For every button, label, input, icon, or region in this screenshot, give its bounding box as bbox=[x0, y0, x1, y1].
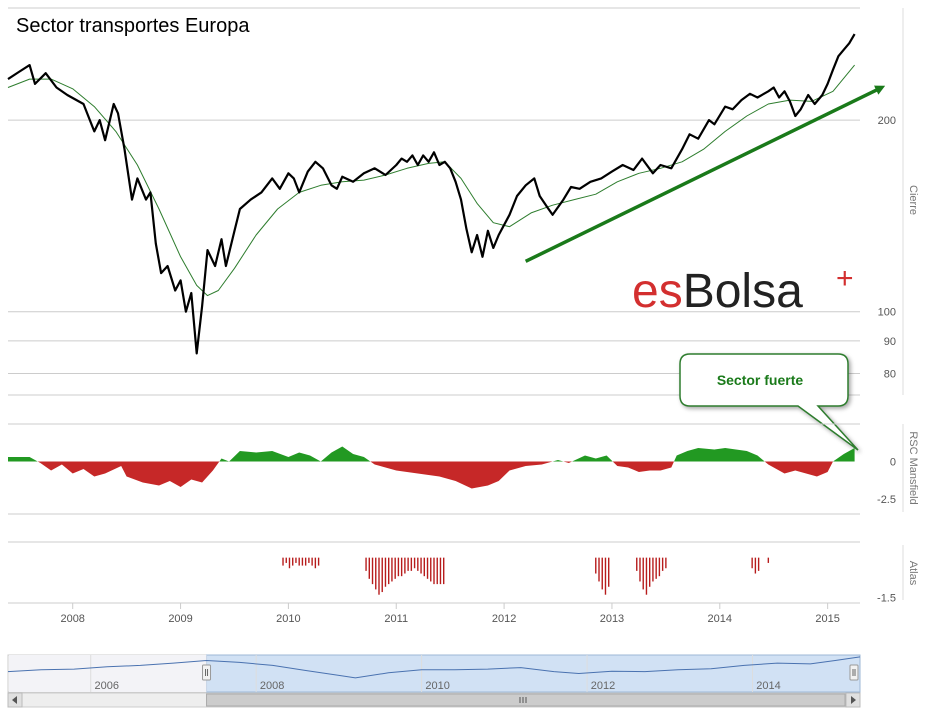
scrollbar-left-arrow-icon bbox=[12, 696, 17, 704]
navigator-label: 2012 bbox=[591, 680, 615, 692]
atlas-bar-series bbox=[282, 557, 770, 595]
navigator-right-handle[interactable] bbox=[849, 664, 859, 681]
rsc-negative-area bbox=[8, 461, 855, 489]
price-y-axis-title: Cierre bbox=[907, 185, 919, 215]
x-axis-tick-label: 2014 bbox=[708, 613, 732, 625]
callout-text: Sector fuerte bbox=[717, 372, 804, 388]
price-y-tick-label: 80 bbox=[884, 368, 896, 380]
esbolsa-logo: esBolsa + bbox=[632, 262, 854, 318]
trend-arrow bbox=[524, 85, 886, 263]
price-y-tick-label: 90 bbox=[884, 336, 896, 348]
brand-bolsa: Bolsa bbox=[683, 265, 803, 318]
navigator-unselected-range bbox=[9, 655, 207, 692]
scrollbar[interactable] bbox=[7, 692, 861, 708]
navigator-series-line bbox=[7, 656, 861, 679]
rsc-y-tick-labels: 0 -2.5 bbox=[877, 457, 896, 507]
price-gridlines bbox=[8, 7, 860, 396]
close-price-line bbox=[7, 33, 856, 355]
navigator-label: 2014 bbox=[756, 680, 780, 692]
brand-plus: + bbox=[836, 262, 854, 295]
atlas-y-tick-label: -1.5 bbox=[877, 592, 896, 604]
atlas-y-tick-labels: -1.5 bbox=[877, 592, 896, 604]
rsc-area-series bbox=[8, 446, 855, 489]
price-y-tick-labels: 80 90 100 200 bbox=[878, 115, 896, 380]
rsc-positive-area bbox=[8, 446, 855, 462]
navigator[interactable]: 2006 2008 2010 2012 2014 bbox=[7, 654, 861, 693]
navigator-handle-body bbox=[849, 664, 859, 681]
callout-bubble bbox=[679, 353, 859, 451]
price-panel: 80 90 100 200 Cierre Sector transportes Eur… bbox=[7, 7, 919, 451]
x-axis-tick-label: 2010 bbox=[276, 613, 300, 625]
svg-text:esBolsa: esBolsa bbox=[632, 265, 803, 318]
scrollbar-right-arrow-icon bbox=[851, 696, 856, 704]
moving-average-line bbox=[7, 64, 855, 297]
rsc-y-axis-title: RSC Mansfield bbox=[907, 431, 919, 504]
atlas-panel: -1.5 Atlas bbox=[8, 541, 919, 604]
price-y-tick-label: 200 bbox=[878, 115, 896, 127]
atlas-y-axis-title: Atlas bbox=[907, 561, 919, 586]
navigator-label: 2006 bbox=[94, 680, 118, 692]
navigator-labels: 2006 2008 2010 2012 2014 bbox=[94, 680, 780, 692]
chart-title: Sector transportes Europa bbox=[16, 15, 250, 37]
x-axis-tick-label: 2013 bbox=[600, 613, 624, 625]
x-axis-tick-label: 2015 bbox=[815, 613, 839, 625]
price-series bbox=[7, 33, 856, 355]
x-axis-tick-label: 2008 bbox=[60, 613, 84, 625]
rsc-y-tick-label: 0 bbox=[890, 457, 896, 469]
navigator-label: 2010 bbox=[425, 680, 449, 692]
brand-es: es bbox=[632, 265, 683, 318]
x-axis: 2008 2009 2010 2011 2012 2013 2014 2015 bbox=[8, 602, 860, 625]
scrollbar-grip-icon bbox=[519, 697, 527, 703]
navigator-handle-body bbox=[202, 664, 212, 681]
x-axis-tick-label: 2011 bbox=[384, 613, 408, 625]
price-y-tick-label: 100 bbox=[878, 307, 896, 319]
callout-sector-fuerte: Sector fuerte bbox=[679, 353, 859, 451]
navigator-selected-range[interactable] bbox=[206, 654, 861, 693]
x-axis-tick-label: 2012 bbox=[492, 613, 516, 625]
rsc-y-tick-label: -2.5 bbox=[877, 494, 896, 506]
navigator-left-handle[interactable] bbox=[202, 664, 212, 681]
navigator-gridlines bbox=[90, 655, 753, 692]
x-axis-tick-label: 2009 bbox=[168, 613, 192, 625]
rsc-mansfield-panel: 0 -2.5 RSC Mansfield bbox=[8, 423, 919, 515]
navigator-label: 2008 bbox=[260, 680, 284, 692]
